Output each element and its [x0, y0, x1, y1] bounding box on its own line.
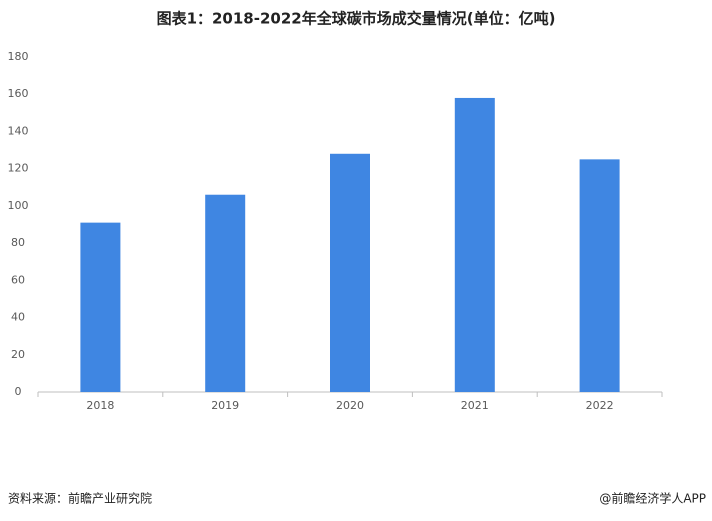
x-tick-label: 2019 [211, 399, 239, 412]
bar [579, 159, 620, 392]
bar [454, 97, 495, 392]
y-tick-label: 180 [8, 50, 29, 63]
bar [330, 153, 370, 392]
y-tick-label: 60 [11, 273, 25, 286]
x-tick-label: 2021 [461, 399, 489, 412]
x-tick-label: 2020 [336, 399, 364, 412]
chart-title: 图表1：2018-2022年全球碳市场成交量情况(单位：亿吨) [157, 10, 556, 28]
bar [80, 222, 121, 392]
x-tick-label: 2018 [86, 399, 114, 412]
y-tick-label: 0 [15, 385, 22, 398]
bar [205, 194, 246, 392]
brand-note: @前瞻经济学人APP [599, 491, 706, 506]
y-tick-label: 140 [8, 124, 29, 137]
y-tick-label: 120 [8, 162, 29, 175]
y-tick-label: 40 [11, 311, 25, 324]
y-tick-label: 160 [8, 87, 29, 100]
y-tick-label: 20 [11, 348, 25, 361]
y-tick-label: 100 [8, 199, 29, 212]
y-tick-label: 80 [11, 236, 25, 249]
source-note: 资料来源：前瞻产业研究院 [8, 491, 152, 506]
x-tick-label: 2022 [586, 399, 614, 412]
